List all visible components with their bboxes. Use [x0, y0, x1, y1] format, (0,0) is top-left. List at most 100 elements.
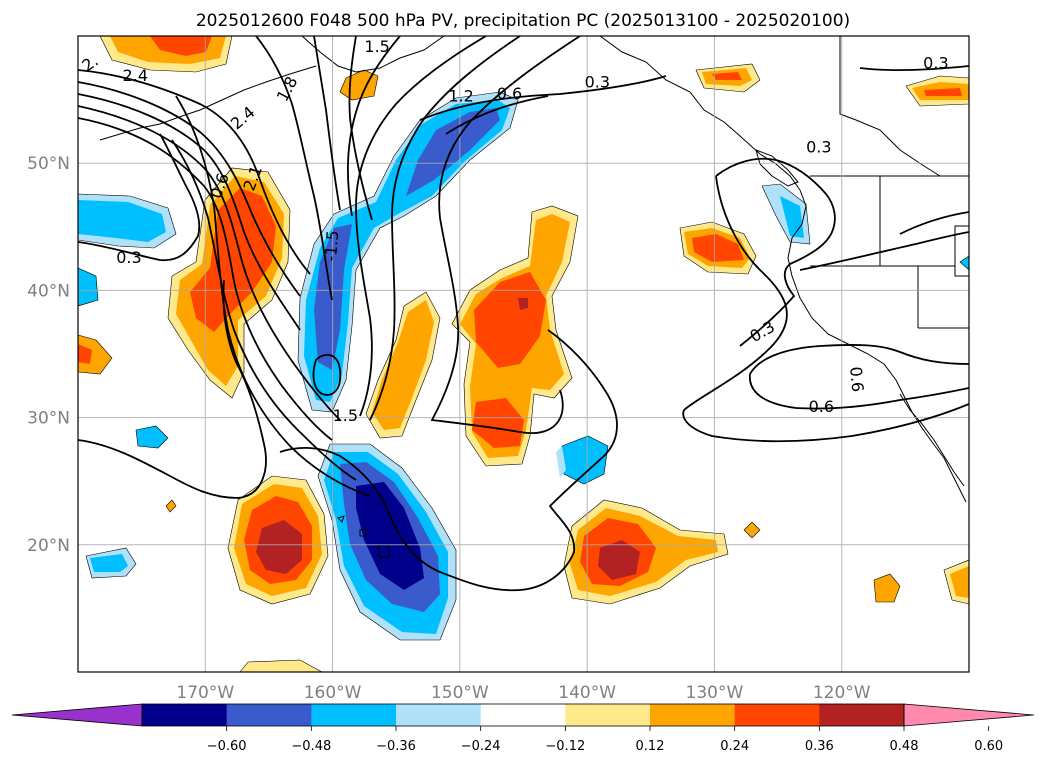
border-canada-alaska — [839, 36, 941, 177]
pv-contour-0p6 — [175, 95, 371, 497]
precip-neg-coast-core — [780, 196, 804, 238]
pv-contour-alaska-2 — [313, 36, 341, 211]
coast-baja — [899, 393, 965, 487]
pv-contour-0p3-pacific — [279, 329, 618, 592]
pv-contours — [78, 36, 969, 592]
pv-contour-0p6-coast — [749, 344, 969, 375]
precip-pos-small-se — [873, 573, 901, 603]
colorbar-tick-label: −0.48 — [291, 739, 331, 754]
contour-label: 2.4 — [123, 66, 148, 85]
map-area: 2.2.42.41.81.52.10.60.3 -1.51.51.2 0.60.30… — [77, 35, 970, 673]
pv-contour-alaska-3 — [348, 36, 373, 221]
colorbar-tick-label: 0.60 — [974, 739, 1003, 754]
precip-pos-center-lower-2 — [372, 300, 434, 430]
pv-contour-0p3-loop — [312, 354, 342, 396]
precip-pos-diamond-2 — [743, 521, 761, 539]
precip-blob-west-edge — [78, 334, 113, 375]
colorbar-tick-label: −0.12 — [545, 739, 585, 754]
precip-pos-center-upper-3 — [472, 272, 546, 448]
pv-contour-2p4 — [78, 69, 311, 275]
colorbar-segment — [650, 704, 736, 726]
lon-tick-label: 130°W — [686, 683, 744, 703]
coast-aleutians — [99, 65, 317, 141]
precip-blob-north-positive-core2 — [150, 36, 212, 56]
contour-label: 1.5 — [364, 37, 389, 56]
contour-label: 0.3 — [923, 53, 948, 72]
latitude-tick-labels: 50°N 40°N 30°N 20°N — [27, 154, 70, 556]
lon-tick-label: 120°W — [813, 683, 871, 703]
precip-neg-140w-core — [556, 446, 566, 478]
colorbar-segment — [480, 704, 566, 726]
longitude-tick-labels: 170°W 160°W 150°W 140°W 130°W 120°W — [176, 683, 870, 703]
contour-label: 0.3 — [116, 248, 141, 267]
pv-contour-0p3-top — [859, 65, 969, 72]
pv-contour-0p6-north — [445, 95, 549, 135]
contour-label: 0.3 — [585, 73, 610, 92]
colorbar-extend-low — [11, 703, 143, 727]
pv-contour-0p3-canada-2 — [799, 231, 969, 271]
precip-blob-west-edge-core — [78, 344, 92, 364]
precip-neg-west-40n — [78, 267, 99, 307]
pv-contour-0p3-coast — [715, 157, 836, 347]
pv-contour-0p9 — [171, 139, 357, 481]
precip-neg-small-sw-core — [90, 554, 128, 572]
lon-tick-label: 170°W — [176, 683, 234, 703]
contour-label: 0.6 — [497, 84, 522, 103]
contour-label: 0.3 — [806, 137, 831, 156]
pv-contour-0p6-east — [369, 36, 521, 421]
precip-neg-south-4 — [356, 482, 424, 590]
pv-contour-alaska-4 — [347, 36, 401, 217]
colorbar-segment — [311, 704, 397, 726]
pv-contour-1p2-east — [355, 36, 487, 417]
colorbar-frame — [141, 703, 905, 727]
pv-contour-0p3-canada — [899, 211, 969, 235]
colorbar-segment — [396, 704, 482, 726]
colorbar-segment — [734, 704, 820, 726]
precip-neg-edge-e — [959, 255, 969, 271]
contour-label: 0.6 — [846, 366, 867, 393]
pv-contour-0p3-sw — [78, 133, 201, 262]
contour-label: -1.5 — [321, 229, 343, 262]
lat-tick-label: 30°N — [27, 409, 70, 429]
map-title: 2025012600 F048 500 hPa PV, precipitatio… — [196, 11, 850, 31]
pv-contour-alaska-1 — [255, 36, 333, 301]
pv-contour-1p5 — [78, 105, 341, 421]
precip-pos-topright-1-core2 — [712, 72, 742, 80]
border-states-2 — [917, 266, 969, 329]
colorbar-segment — [819, 704, 905, 726]
pv-contour-0p3-south — [78, 279, 267, 499]
colorbar-tick-label: 0.48 — [890, 739, 919, 754]
colorbar-segment — [226, 704, 312, 726]
precip-neg-140w — [561, 435, 609, 485]
colorbar-tick-label: 0.36 — [805, 739, 834, 754]
colorbar-tick-label: −0.36 — [376, 739, 416, 754]
contour-label: 0.6 — [809, 397, 834, 416]
precip-neg-west-48n-core — [78, 200, 166, 242]
pv-contour-0p3-coast-2 — [682, 175, 969, 443]
lon-tick-label: 160°W — [304, 683, 362, 703]
lon-tick-label: 150°W — [431, 683, 489, 703]
pv-contour-2p1 — [78, 81, 301, 297]
colorbar-segment — [565, 704, 651, 726]
lat-tick-label: 40°N — [27, 281, 70, 301]
precip-neg-small-2 — [135, 425, 169, 449]
colorbar-tick-label: −0.24 — [461, 739, 501, 754]
precip-pos-138w-4 — [598, 540, 640, 580]
precip-shading — [78, 36, 969, 672]
colorbar-tick-label: −0.60 — [207, 739, 247, 754]
precip-pos-center-upper-4 — [518, 298, 528, 310]
precip-pos-bottom — [239, 659, 323, 672]
contour-label: 1.5 — [333, 406, 358, 425]
coast-north-america-west — [787, 189, 967, 503]
colorbar-tick-label: 0.24 — [720, 739, 749, 754]
colorbar-segment — [142, 704, 228, 726]
pv-contour-1p2 — [78, 117, 333, 441]
colorbar: −0.60 −0.48 −0.36 −0.24 −0.12 0.12 0.24 0.36 0.4… — [11, 703, 1035, 754]
map-frame — [77, 35, 970, 673]
precip-pos-hawaii-4 — [256, 520, 302, 574]
gridlines — [78, 36, 969, 672]
lon-tick-label: 140°W — [558, 683, 616, 703]
pv-contour-0p3-north — [419, 75, 667, 121]
pv-contour-0p6-coast-2 — [749, 373, 969, 410]
